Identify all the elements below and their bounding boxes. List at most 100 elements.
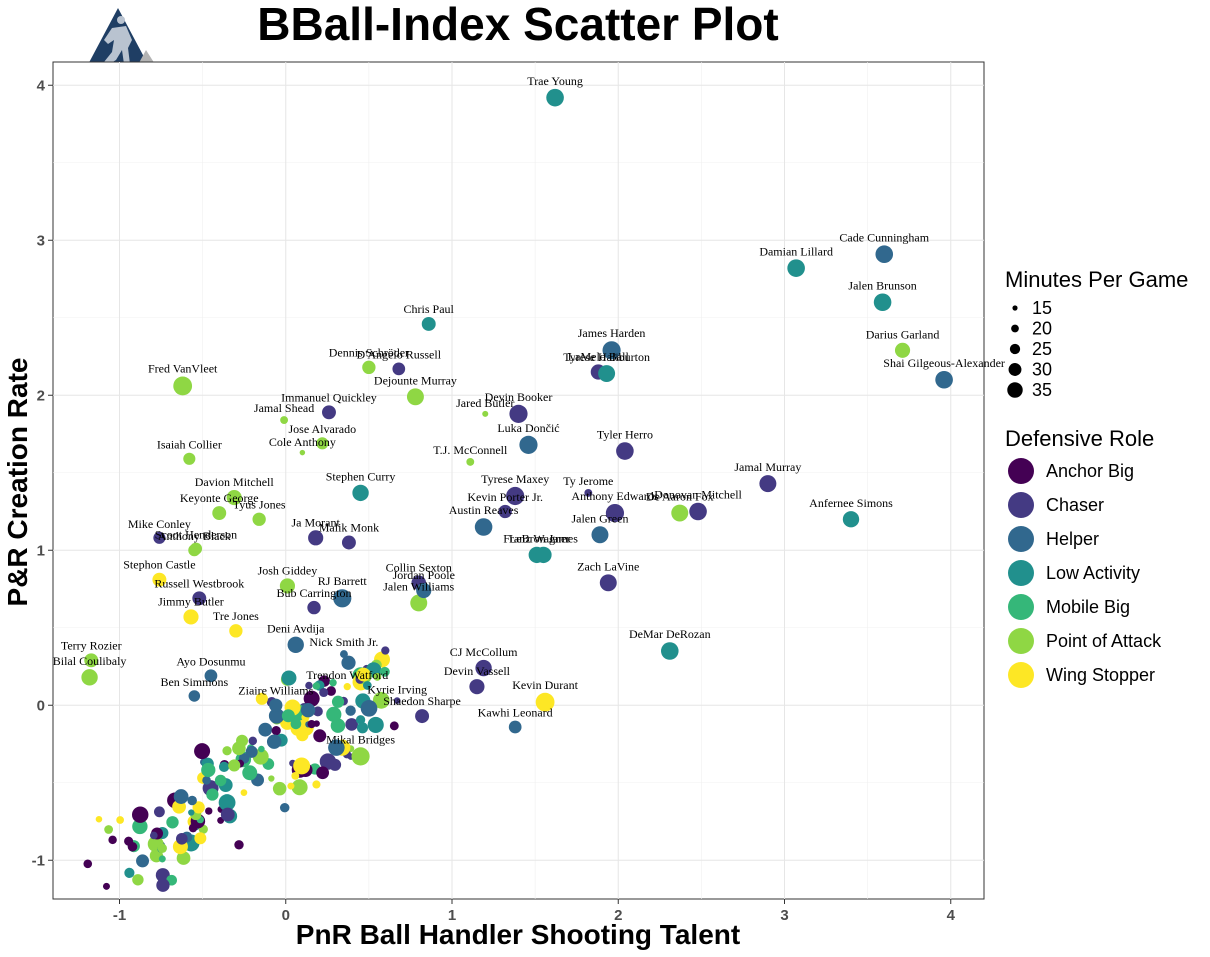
point-label: Franz Wagner — [503, 532, 570, 546]
point-label: De'Aaron Fox — [646, 490, 714, 504]
size-legend-key — [1008, 363, 1022, 376]
point-label: Terry Rozier — [61, 638, 122, 652]
point-label: RJ Barrett — [318, 574, 368, 588]
scatter-point — [153, 806, 165, 818]
y-tick-label: 1 — [37, 542, 45, 559]
scatter-point — [173, 789, 189, 804]
point-label: Malik Monk — [319, 521, 379, 535]
scatter-point — [212, 506, 227, 521]
y-tick-label: 2 — [37, 387, 45, 404]
point-label: Kevin Porter Jr. — [467, 490, 543, 504]
scatter-point — [152, 572, 167, 587]
scatter-point — [176, 851, 191, 865]
scatter-point — [313, 729, 327, 743]
scatter-point — [266, 761, 273, 769]
point-label: Jalen Green — [571, 511, 628, 525]
size-legend-label: 25 — [1032, 339, 1052, 359]
x-axis-ticks: -1 0 1 2 3 4 — [113, 899, 956, 924]
point-label: D'Angelo Russell — [357, 348, 442, 362]
scatter-point — [535, 546, 552, 564]
point-label: Darius Garland — [866, 328, 940, 342]
scatter-point — [305, 681, 313, 690]
y-tick-label: 3 — [37, 232, 45, 249]
scatter-point — [689, 502, 707, 521]
point-label: Ayo Dosunmu — [176, 654, 245, 668]
scatter-point — [158, 855, 166, 863]
scatter-point — [343, 683, 351, 691]
point-label: Nick Smith Jr. — [309, 635, 378, 649]
point-label: Mikal Bridges — [326, 732, 395, 746]
scatter-point — [202, 776, 211, 785]
scatter-point — [245, 745, 258, 758]
scatter-point — [599, 574, 617, 592]
scatter-point — [787, 259, 805, 277]
scatter-point — [116, 816, 124, 824]
point-label: Jamal Shead — [254, 401, 314, 415]
scatter-point — [291, 779, 308, 796]
scatter-point — [312, 706, 323, 717]
scatter-point — [290, 718, 302, 730]
scatter-point — [894, 342, 911, 358]
point-label: Ben Simmons — [160, 675, 228, 689]
point-label: Deni Avdija — [267, 622, 325, 636]
point-label: Bub Carrington — [277, 586, 352, 600]
scatter-point — [415, 709, 430, 724]
scatter-point — [176, 832, 188, 845]
point-label: Mike Conley — [128, 517, 191, 531]
scatter-point — [188, 823, 198, 833]
y-tick-label: 4 — [37, 77, 46, 94]
scatter-point — [307, 719, 316, 729]
point-label: Ty Jerome — [563, 474, 613, 488]
scatter-point — [326, 706, 342, 722]
point-label: Russell Westbrook — [154, 576, 244, 590]
scatter-point — [362, 360, 376, 375]
point-label: Josh Giddey — [258, 563, 318, 577]
scatter-point — [187, 795, 197, 806]
scatter-point — [660, 642, 679, 660]
scatter-point — [508, 720, 522, 734]
point-label: Jordan Poole — [393, 568, 455, 582]
scatter-point — [616, 442, 634, 460]
scatter-point — [319, 687, 329, 698]
scatter-point — [218, 794, 236, 811]
point-label: Stephon Castle — [123, 558, 195, 572]
scatter-point — [268, 775, 275, 782]
point-label: Jimmy Butler — [158, 594, 224, 608]
scatter-point — [248, 736, 258, 746]
point-label: Tyler Herro — [597, 427, 653, 441]
scatter-point — [328, 739, 345, 756]
scatter-point — [372, 691, 390, 709]
size-legend-key — [1009, 343, 1021, 355]
scatter-point — [81, 669, 98, 686]
scatter-point — [205, 807, 213, 815]
point-label: Tyrese Haliburton — [563, 350, 650, 364]
y-axis-ticks: -1 0 1 2 3 4 — [32, 77, 53, 869]
point-label: Bilal Coulibaly — [53, 654, 127, 668]
point-label: Kyrie Irving — [367, 682, 427, 696]
scatter-point — [166, 816, 179, 829]
scatter-point — [351, 747, 370, 766]
x-axis-title: PnR Ball Handler Shooting Talent — [296, 919, 740, 950]
scatter-point — [229, 624, 243, 638]
scatter-point — [367, 716, 384, 733]
scatter-point — [218, 761, 230, 773]
scatter-point — [228, 759, 241, 772]
scatter-point — [281, 709, 295, 723]
color-legend-label: Point of Attack — [1046, 631, 1162, 651]
color-legend: Anchor Big Chaser Helper Low Activity Mobile… — [1008, 458, 1162, 688]
scatter-point — [598, 365, 616, 383]
scatter-point — [506, 486, 525, 506]
scatter-point — [83, 859, 93, 869]
scatter-point — [173, 376, 193, 396]
scatter-point — [136, 854, 150, 868]
scatter-point — [341, 655, 356, 670]
point-labels: Trae Young Cade Cunningham Damian Lillard J… — [53, 74, 1005, 746]
scatter-point — [222, 746, 232, 756]
scatter-point — [291, 771, 300, 780]
scatter-point — [602, 341, 621, 360]
scatter-point — [272, 781, 287, 796]
scatter-point — [266, 734, 282, 749]
scatter-point — [132, 874, 144, 886]
scatter-point — [157, 843, 167, 853]
